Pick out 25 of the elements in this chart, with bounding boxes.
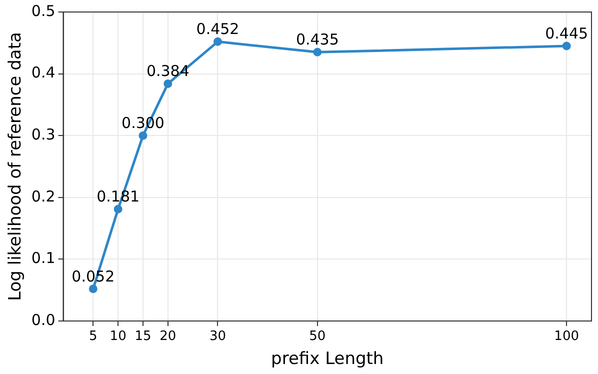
x-tick-label: 100 — [554, 329, 579, 344]
point — [138, 131, 148, 140]
y-tick-label: 0.0 — [31, 310, 56, 329]
x-tick-label: 20 — [160, 329, 176, 344]
point — [313, 48, 322, 56]
y-tick-label: 0.2 — [31, 187, 56, 206]
data-label: 0.452 — [196, 20, 240, 38]
y-tick-label: 0.1 — [31, 249, 56, 268]
point — [88, 284, 98, 294]
data-label: 0.435 — [296, 30, 339, 49]
x-axis-title: prefix Length — [271, 349, 384, 370]
point — [114, 204, 122, 214]
y-tick-label: 0.3 — [31, 125, 56, 144]
x-tick-label: 50 — [309, 329, 326, 344]
point — [213, 37, 222, 46]
x-tick-label: 30 — [209, 329, 226, 344]
x-tick-label: 5 — [89, 329, 98, 344]
point — [562, 42, 571, 50]
data-label: 0.445 — [545, 24, 588, 42]
point — [164, 79, 172, 88]
x-tick-label: 15 — [134, 329, 152, 344]
y-axis-title: Log likelihood of reference data — [6, 32, 26, 301]
y-tick-label: 0.5 — [31, 2, 56, 20]
x-tick-label: 10 — [110, 329, 126, 344]
y-tick-label: 0.4 — [31, 64, 56, 82]
